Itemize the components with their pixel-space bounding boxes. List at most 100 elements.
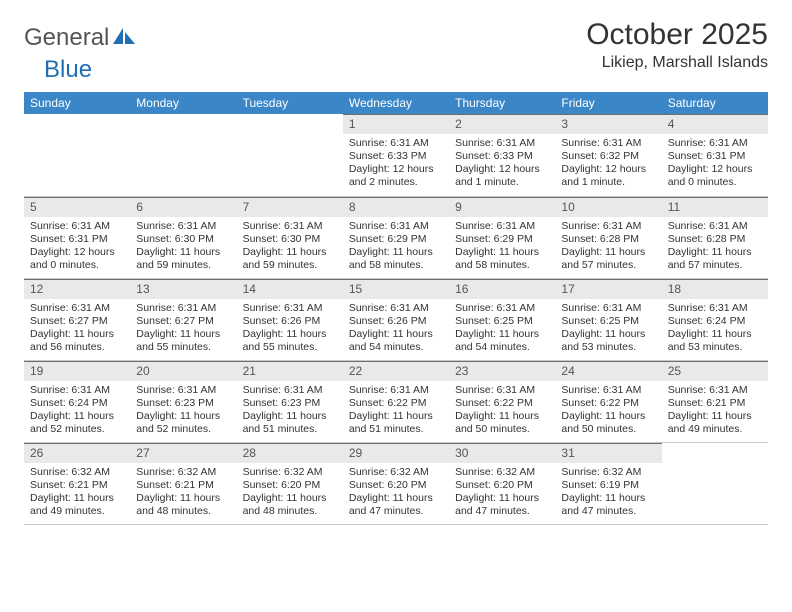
sunrise-line: Sunrise: 6:31 AM [668,384,762,397]
sunrise-line: Sunrise: 6:31 AM [561,220,655,233]
calendar-cell: . [662,442,768,524]
daylight-line: Daylight: 11 hours and 58 minutes. [349,246,443,272]
month-title: October 2025 [586,18,768,52]
weekday-header: Wednesday [343,92,449,114]
sunrise-line: Sunrise: 6:31 AM [30,220,124,233]
daylight-line: Daylight: 11 hours and 55 minutes. [243,328,337,354]
sunrise-line: Sunrise: 6:31 AM [243,220,337,233]
day-body: Sunrise: 6:31 AMSunset: 6:25 PMDaylight:… [449,299,555,359]
sunrise-line: Sunrise: 6:31 AM [349,137,443,150]
sunrise-line: Sunrise: 6:32 AM [561,466,655,479]
weekday-header: Saturday [662,92,768,114]
calendar-cell: 28Sunrise: 6:32 AMSunset: 6:20 PMDayligh… [237,442,343,524]
sunset-line: Sunset: 6:30 PM [136,233,230,246]
sunset-line: Sunset: 6:21 PM [30,479,124,492]
daylight-line: Daylight: 11 hours and 49 minutes. [30,492,124,518]
sunrise-line: Sunrise: 6:31 AM [668,302,762,315]
calendar-table: SundayMondayTuesdayWednesdayThursdayFrid… [24,92,768,525]
day-number: 21 [237,361,343,381]
daylight-line: Daylight: 11 hours and 59 minutes. [243,246,337,272]
day-body: Sunrise: 6:31 AMSunset: 6:23 PMDaylight:… [130,381,236,441]
calendar-cell: 5Sunrise: 6:31 AMSunset: 6:31 PMDaylight… [24,196,130,278]
day-number: 23 [449,361,555,381]
sunset-line: Sunset: 6:25 PM [561,315,655,328]
sunset-line: Sunset: 6:26 PM [349,315,443,328]
sunset-line: Sunset: 6:31 PM [668,150,762,163]
calendar-cell: 23Sunrise: 6:31 AMSunset: 6:22 PMDayligh… [449,360,555,442]
day-body: Sunrise: 6:31 AMSunset: 6:29 PMDaylight:… [449,217,555,277]
sunrise-line: Sunrise: 6:31 AM [136,220,230,233]
sunset-line: Sunset: 6:28 PM [561,233,655,246]
daylight-line: Daylight: 12 hours and 1 minute. [561,163,655,189]
sunset-line: Sunset: 6:20 PM [349,479,443,492]
calendar-cell: 21Sunrise: 6:31 AMSunset: 6:23 PMDayligh… [237,360,343,442]
sunrise-line: Sunrise: 6:31 AM [455,384,549,397]
calendar-cell: 19Sunrise: 6:31 AMSunset: 6:24 PMDayligh… [24,360,130,442]
sunset-line: Sunset: 6:30 PM [243,233,337,246]
calendar-cell: . [130,114,236,196]
day-body: Sunrise: 6:31 AMSunset: 6:30 PMDaylight:… [130,217,236,277]
day-body: Sunrise: 6:31 AMSunset: 6:31 PMDaylight:… [24,217,130,277]
calendar-cell: 18Sunrise: 6:31 AMSunset: 6:24 PMDayligh… [662,278,768,360]
day-body: Sunrise: 6:31 AMSunset: 6:33 PMDaylight:… [449,134,555,194]
sunset-line: Sunset: 6:27 PM [136,315,230,328]
calendar-cell: 14Sunrise: 6:31 AMSunset: 6:26 PMDayligh… [237,278,343,360]
calendar-cell: . [237,114,343,196]
day-number: 16 [449,279,555,299]
sunset-line: Sunset: 6:19 PM [561,479,655,492]
daylight-line: Daylight: 11 hours and 49 minutes. [668,410,762,436]
sunrise-line: Sunrise: 6:31 AM [136,384,230,397]
daylight-line: Daylight: 11 hours and 48 minutes. [243,492,337,518]
calendar-cell: 7Sunrise: 6:31 AMSunset: 6:30 PMDaylight… [237,196,343,278]
location: Likiep, Marshall Islands [586,54,768,72]
calendar-cell: 4Sunrise: 6:31 AMSunset: 6:31 PMDaylight… [662,114,768,196]
day-body: Sunrise: 6:31 AMSunset: 6:23 PMDaylight:… [237,381,343,441]
sunset-line: Sunset: 6:31 PM [30,233,124,246]
calendar-cell: 11Sunrise: 6:31 AMSunset: 6:28 PMDayligh… [662,196,768,278]
daylight-line: Daylight: 11 hours and 57 minutes. [561,246,655,272]
day-body: Sunrise: 6:31 AMSunset: 6:25 PMDaylight:… [555,299,661,359]
calendar-cell: 2Sunrise: 6:31 AMSunset: 6:33 PMDaylight… [449,114,555,196]
sunset-line: Sunset: 6:20 PM [455,479,549,492]
day-number: 27 [130,443,236,463]
day-body: Sunrise: 6:31 AMSunset: 6:26 PMDaylight:… [343,299,449,359]
calendar-cell: 17Sunrise: 6:31 AMSunset: 6:25 PMDayligh… [555,278,661,360]
daylight-line: Daylight: 12 hours and 0 minutes. [668,163,762,189]
daylight-line: Daylight: 11 hours and 48 minutes. [136,492,230,518]
sunrise-line: Sunrise: 6:31 AM [30,302,124,315]
sunrise-line: Sunrise: 6:31 AM [455,220,549,233]
sunset-line: Sunset: 6:27 PM [30,315,124,328]
day-number: 6 [130,197,236,217]
day-body: Sunrise: 6:31 AMSunset: 6:26 PMDaylight:… [237,299,343,359]
day-number: 12 [24,279,130,299]
calendar-cell: 26Sunrise: 6:32 AMSunset: 6:21 PMDayligh… [24,442,130,524]
daylight-line: Daylight: 11 hours and 52 minutes. [30,410,124,436]
title-block: October 2025 Likiep, Marshall Islands [586,18,768,72]
day-number: 25 [662,361,768,381]
sunrise-line: Sunrise: 6:31 AM [349,384,443,397]
weekday-header: Friday [555,92,661,114]
calendar-cell: 8Sunrise: 6:31 AMSunset: 6:29 PMDaylight… [343,196,449,278]
daylight-line: Daylight: 12 hours and 1 minute. [455,163,549,189]
day-body: Sunrise: 6:31 AMSunset: 6:27 PMDaylight:… [130,299,236,359]
day-number: 15 [343,279,449,299]
daylight-line: Daylight: 11 hours and 52 minutes. [136,410,230,436]
brand-part2: Blue [44,56,92,84]
sunrise-line: Sunrise: 6:31 AM [668,220,762,233]
sunset-line: Sunset: 6:23 PM [136,397,230,410]
calendar-week: 5Sunrise: 6:31 AMSunset: 6:31 PMDaylight… [24,196,768,278]
calendar-cell: 29Sunrise: 6:32 AMSunset: 6:20 PMDayligh… [343,442,449,524]
day-number: 31 [555,443,661,463]
calendar-cell: 25Sunrise: 6:31 AMSunset: 6:21 PMDayligh… [662,360,768,442]
sunrise-line: Sunrise: 6:32 AM [349,466,443,479]
sunset-line: Sunset: 6:24 PM [30,397,124,410]
day-body: Sunrise: 6:31 AMSunset: 6:28 PMDaylight:… [555,217,661,277]
day-number: 29 [343,443,449,463]
brand-part1: General [24,24,109,52]
sunrise-line: Sunrise: 6:31 AM [561,384,655,397]
calendar-cell: 13Sunrise: 6:31 AMSunset: 6:27 PMDayligh… [130,278,236,360]
calendar-cell: 6Sunrise: 6:31 AMSunset: 6:30 PMDaylight… [130,196,236,278]
day-body: Sunrise: 6:31 AMSunset: 6:24 PMDaylight:… [24,381,130,441]
calendar-cell: 24Sunrise: 6:31 AMSunset: 6:22 PMDayligh… [555,360,661,442]
daylight-line: Daylight: 11 hours and 50 minutes. [561,410,655,436]
